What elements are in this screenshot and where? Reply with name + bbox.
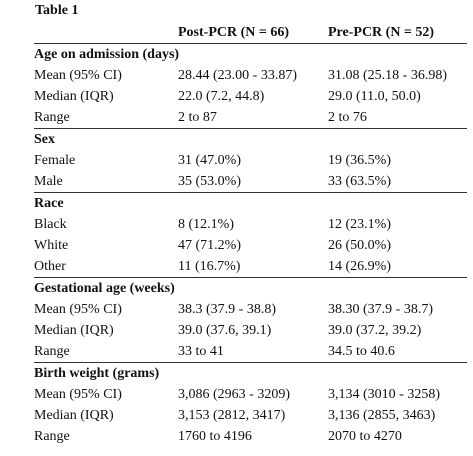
header-pre-pcr: Pre-PCR (N = 52) (328, 25, 435, 40)
post-pcr-value: 3,153 (2812, 3417) (178, 408, 286, 423)
row-label: Black (34, 217, 67, 232)
post-pcr-value: 47 (71.2%) (178, 238, 241, 253)
row-label: Range (34, 429, 70, 444)
section-header-row: Age on admission (days) (34, 44, 467, 66)
row-label: Other (34, 259, 66, 274)
pre-pcr-value: 34.5 to 40.6 (328, 344, 395, 359)
pre-pcr-value: 3,134 (3010 - 3258) (328, 387, 440, 402)
pre-pcr-value: 2 to 76 (328, 110, 367, 125)
row-label: Range (34, 344, 70, 359)
post-pcr-value: 2 to 87 (178, 110, 217, 125)
pre-pcr-value: 38.30 (37.9 - 38.7) (328, 302, 433, 317)
pre-pcr-value: 19 (36.5%) (328, 153, 391, 168)
post-pcr-value: 35 (53.0%) (178, 174, 241, 189)
row-label: White (34, 238, 69, 253)
post-pcr-value: 33 to 41 (178, 344, 224, 359)
post-pcr-value: 39.0 (37.6, 39.1) (178, 323, 272, 338)
post-pcr-value: 38.3 (37.9 - 38.8) (178, 302, 276, 317)
header-label-column (34, 22, 178, 44)
section-header-row: Birth weight (grams) (34, 362, 467, 384)
row-label: Median (IQR) (34, 89, 114, 104)
pre-pcr-value: 33 (63.5%) (328, 174, 391, 189)
table-row: Other 11 (16.7%) 14 (26.9%) (34, 256, 467, 278)
header-row: Post-PCR (N = 66) Pre-PCR (N = 52) (34, 22, 467, 44)
table-row: Black 8 (12.1%) 12 (23.1%) (34, 214, 467, 235)
section-title: Gestational age (weeks) (34, 277, 467, 299)
post-pcr-value: 22.0 (7.2, 44.8) (178, 89, 265, 104)
row-label: Mean (95% CI) (34, 387, 122, 402)
pre-pcr-value: 2070 to 4270 (328, 429, 402, 444)
table-row: Mean (95% CI) 38.3 (37.9 - 38.8) 38.30 (37… (34, 299, 467, 320)
table-row: Range 2 to 87 2 to 76 (34, 107, 467, 129)
section-title: Age on admission (days) (34, 47, 180, 62)
row-label: Median (IQR) (34, 323, 114, 338)
table-header: Post-PCR (N = 66) Pre-PCR (N = 52) (34, 22, 467, 44)
table-row: Male 35 (53.0%) 33 (63.5%) (34, 171, 467, 193)
pre-pcr-value: 39.0 (37.2, 39.2) (328, 323, 422, 338)
table-row: Mean (95% CI) 28.44 (23.00 - 33.87) 31.08 … (34, 65, 467, 86)
table-row: Median (IQR) 39.0 (37.6, 39.1) 39.0 (37.2,… (34, 320, 467, 341)
row-label: Median (IQR) (34, 408, 114, 423)
row-label: Mean (95% CI) (34, 302, 122, 317)
table-row: Female 31 (47.0%) 19 (36.5%) (34, 150, 467, 171)
post-pcr-value: 8 (12.1%) (178, 217, 234, 232)
section-header-row: Gestational age (weeks) (34, 277, 467, 299)
post-pcr-value: 31 (47.0%) (178, 153, 241, 168)
post-pcr-value: 1760 to 4196 (178, 429, 252, 444)
table-body: Age on admission (days) Mean (95% CI) 28.4… (34, 44, 467, 448)
section-title: Birth weight (grams) (34, 362, 467, 384)
table-row: Range 33 to 41 34.5 to 40.6 (34, 341, 467, 363)
header-post-pcr: Post-PCR (N = 66) (178, 25, 290, 40)
section-title: Race (34, 192, 467, 214)
post-pcr-value: 11 (16.7%) (178, 259, 241, 274)
row-label: Mean (95% CI) (34, 68, 122, 83)
pre-pcr-value: 12 (23.1%) (328, 217, 391, 232)
pre-pcr-value: 26 (50.0%) (328, 238, 391, 253)
pre-pcr-value: 14 (26.9%) (328, 259, 391, 274)
row-label: Range (34, 110, 70, 125)
table-row: White 47 (71.2%) 26 (50.0%) (34, 235, 467, 256)
pre-pcr-value: 29.0 (11.0, 50.0) (328, 89, 421, 104)
table-row: Range 1760 to 4196 2070 to 4270 (34, 426, 467, 447)
pre-pcr-value: 3,136 (2855, 3463) (328, 408, 436, 423)
table-row: Median (IQR) 3,153 (2812, 3417) 3,136 (285… (34, 405, 467, 426)
table-caption: Table 1 (35, 3, 79, 18)
row-label: Female (34, 153, 76, 168)
data-table: Post-PCR (N = 66) Pre-PCR (N = 52) Age o… (34, 22, 467, 447)
post-pcr-value: 3,086 (2963 - 3209) (178, 387, 290, 402)
section-title: Sex (34, 128, 467, 150)
section-header-row: Sex (34, 128, 467, 150)
pre-pcr-value: 31.08 (25.18 - 36.98) (328, 68, 447, 83)
post-pcr-value: 28.44 (23.00 - 33.87) (178, 68, 297, 83)
row-label: Male (34, 174, 63, 189)
table-row: Median (IQR) 22.0 (7.2, 44.8) 29.0 (11.0, … (34, 86, 467, 107)
section-header-row: Race (34, 192, 467, 214)
table-row: Mean (95% CI) 3,086 (2963 - 3209) 3,134 (3… (34, 384, 467, 405)
